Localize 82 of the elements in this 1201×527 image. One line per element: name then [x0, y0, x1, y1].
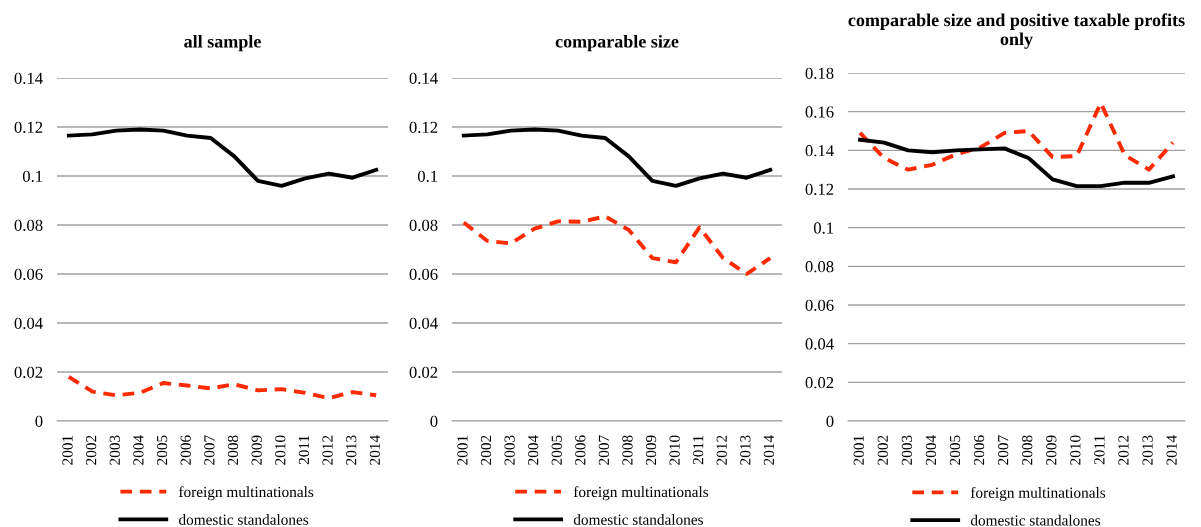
x-tick-label: 2014 [763, 435, 775, 465]
line-series [66, 127, 379, 188]
y-tick-label: 0.14 [409, 72, 438, 85]
x-tick-label: 2006 [973, 435, 985, 465]
x-tick-label: 2010 [1070, 435, 1081, 465]
x-tick-label: 2013 [1142, 435, 1153, 465]
y-tick-label: 0.02 [409, 366, 438, 379]
chart-title: comparable size and positive taxable profits only [848, 13, 1185, 49]
x-tick-label: 2013 [740, 435, 751, 465]
y-tick-label: 0.08 [14, 219, 43, 232]
y-tick-label: 0 [430, 415, 438, 427]
y-tick-label: 0.04 [805, 338, 834, 350]
x-tick-label: 2009 [251, 435, 262, 465]
x-tick-label: 2011 [1094, 435, 1105, 465]
y-tick-label: 0.1 [813, 222, 834, 234]
x-tick-label: 2008 [622, 435, 633, 465]
y-tick-label: 0.1 [417, 170, 438, 183]
legend-label: foreign multinationals [573, 486, 709, 501]
y-tick-label: 0.1 [22, 170, 43, 183]
line-series [461, 214, 773, 276]
x-tick-label: 2011 [693, 435, 704, 465]
x-tick-label: 2007 [997, 435, 1009, 465]
legend-label: domestic standalones [970, 514, 1101, 526]
line-series [461, 127, 773, 188]
x-tick-label: 2008 [1022, 435, 1033, 465]
x-tick-label: 2005 [949, 435, 961, 465]
y-tick-label: 0.02 [805, 377, 834, 389]
line-series [66, 374, 379, 401]
y-tick-label: 0.04 [14, 317, 43, 330]
y-tick-label: 0 [35, 415, 43, 427]
legend-label: domestic standalones [573, 514, 704, 525]
x-tick-label: 2002 [480, 435, 492, 465]
y-tick-label: 0.14 [805, 145, 834, 157]
chart-title: all sample [184, 34, 261, 52]
y-tick-label: 0.12 [409, 121, 438, 134]
x-tick-label: 2004 [133, 435, 144, 465]
x-tick-label: 2009 [645, 435, 657, 465]
y-tick-label: 0.12 [14, 121, 43, 134]
x-tick-label: 2008 [227, 435, 239, 465]
x-tick-label: 2005 [156, 435, 168, 465]
x-tick-label: 2007 [204, 435, 215, 465]
y-tick-label: 0.16 [805, 106, 834, 118]
y-tick-label: 0.06 [409, 268, 438, 281]
x-tick-label: 2003 [901, 435, 912, 465]
x-tick-label: 2012 [1118, 435, 1129, 465]
x-tick-label: 2003 [504, 435, 515, 465]
x-tick-label: 2010 [669, 435, 680, 465]
x-tick-label: 2010 [275, 435, 286, 465]
y-tick-label: 0.04 [409, 317, 438, 330]
y-tick-label: 0.12 [805, 183, 834, 196]
y-tick-label: 0.14 [14, 72, 43, 85]
x-tick-label: 2001 [457, 435, 468, 465]
x-tick-label: 2012 [716, 435, 727, 465]
x-tick-label: 2009 [1046, 435, 1057, 465]
x-tick-label: 2014 [1166, 435, 1177, 465]
x-tick-label: 2002 [877, 435, 888, 465]
x-tick-label: 2003 [109, 435, 120, 465]
y-tick-label: 0.06 [805, 299, 834, 312]
x-tick-label: 2006 [180, 435, 191, 465]
x-tick-label: 2012 [322, 435, 333, 465]
legend-label: foreign multinationals [178, 486, 314, 501]
x-tick-label: 2013 [346, 435, 357, 465]
x-tick-label: 2001 [62, 435, 73, 465]
x-tick-label: 2011 [298, 435, 310, 465]
legend-label: foreign multinationals [970, 486, 1106, 501]
y-tick-label: 0.02 [14, 366, 43, 379]
y-tick-label: 0.18 [805, 67, 834, 80]
x-tick-label: 2002 [85, 435, 97, 465]
x-tick-label: 2007 [598, 435, 610, 465]
line-series [858, 137, 1175, 189]
x-tick-label: 2014 [369, 435, 380, 465]
x-tick-label: 2006 [575, 435, 586, 465]
chart-title: comparable size [555, 34, 679, 52]
x-tick-label: 2004 [528, 435, 539, 465]
y-tick-label: 0.08 [409, 219, 438, 232]
x-tick-label: 2005 [551, 435, 562, 465]
legend-label: domestic standalones [179, 514, 309, 525]
x-tick-label: 2001 [853, 435, 864, 465]
y-tick-label: 0.06 [14, 268, 43, 281]
y-tick-label: 0 [826, 415, 834, 427]
y-tick-label: 0.08 [805, 261, 834, 273]
x-tick-label: 2004 [925, 435, 937, 465]
